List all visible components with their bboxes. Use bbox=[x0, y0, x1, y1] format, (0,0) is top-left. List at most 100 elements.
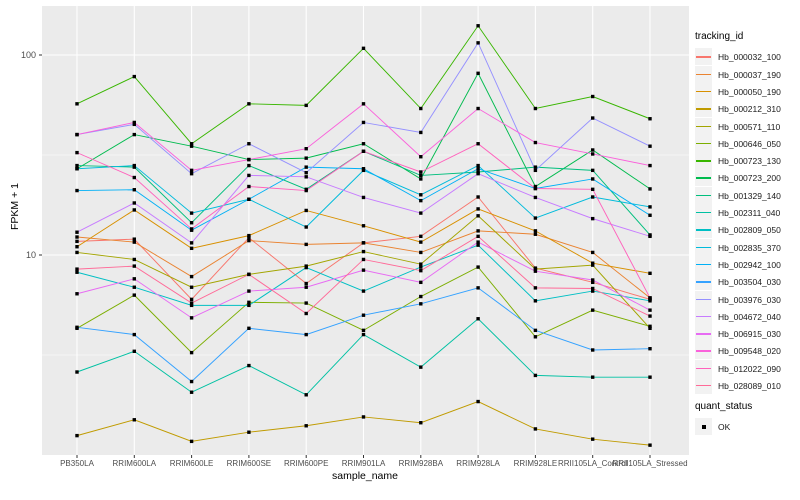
data-point-marker bbox=[419, 234, 423, 239]
data-point-marker bbox=[247, 303, 251, 308]
data-point-marker bbox=[75, 239, 79, 244]
y-tick-label: 10 bbox=[26, 250, 36, 260]
data-point-marker bbox=[247, 272, 251, 277]
data-point-marker bbox=[591, 278, 595, 282]
data-point-marker bbox=[476, 240, 480, 244]
legend-title-tracking-id: tracking_id bbox=[695, 31, 744, 42]
data-point-marker bbox=[533, 168, 538, 173]
data-point-marker bbox=[591, 187, 595, 192]
data-point-marker bbox=[75, 102, 79, 106]
data-point-marker bbox=[533, 140, 538, 145]
data-point-marker bbox=[591, 195, 595, 199]
data-point-marker bbox=[189, 316, 194, 320]
data-point-marker bbox=[189, 168, 194, 173]
x-tick-label: RRIM928LE bbox=[513, 459, 558, 468]
data-point-marker bbox=[419, 211, 423, 215]
data-point-marker bbox=[304, 285, 308, 289]
data-point-marker bbox=[591, 148, 595, 152]
legend-item-label: Hb_000032_100 bbox=[718, 52, 781, 63]
data-point-marker bbox=[189, 285, 194, 289]
data-point-marker bbox=[476, 229, 480, 233]
data-point-marker bbox=[132, 285, 136, 289]
legend-key-line-icon bbox=[695, 342, 712, 360]
data-point-marker bbox=[247, 300, 251, 305]
data-point-marker bbox=[247, 326, 251, 331]
legend-item-label: Hb_000050_190 bbox=[718, 86, 781, 97]
x-tick-label: RRIM600PE bbox=[283, 459, 329, 468]
legend-key-line-icon bbox=[695, 325, 712, 343]
data-point-marker bbox=[648, 205, 652, 209]
data-point-marker bbox=[419, 265, 423, 269]
legend-item-label: Hb_002809_050 bbox=[718, 225, 781, 236]
data-point-marker bbox=[304, 188, 308, 193]
data-point-marker bbox=[533, 195, 538, 200]
data-point-marker bbox=[419, 421, 423, 425]
data-point-marker bbox=[648, 324, 652, 329]
data-point-marker bbox=[648, 299, 652, 303]
data-point-marker bbox=[648, 271, 652, 276]
data-point-marker bbox=[75, 250, 79, 255]
data-point-marker bbox=[189, 297, 194, 302]
legend-key-line-icon bbox=[695, 204, 712, 222]
legend-key-line-icon bbox=[695, 117, 712, 135]
data-point-marker bbox=[247, 197, 251, 201]
x-tick-label: RRII105LA_Control bbox=[558, 459, 628, 468]
quant-ok-label: OK bbox=[718, 422, 731, 432]
data-point-marker bbox=[648, 144, 652, 148]
data-point-marker bbox=[591, 375, 595, 379]
legend-key-line-icon bbox=[695, 169, 712, 187]
data-point-marker bbox=[75, 163, 79, 168]
data-point-marker bbox=[189, 246, 194, 251]
data-point-marker bbox=[648, 117, 652, 121]
legend-key-line-icon bbox=[695, 100, 712, 118]
data-point-marker bbox=[533, 328, 538, 333]
data-point-marker bbox=[648, 443, 652, 447]
data-point-marker bbox=[648, 314, 652, 318]
data-point-marker bbox=[419, 262, 423, 266]
data-point-marker bbox=[361, 102, 366, 106]
data-point-marker bbox=[304, 225, 308, 229]
data-point-marker bbox=[648, 296, 652, 300]
data-point-marker bbox=[361, 328, 366, 333]
data-point-marker bbox=[361, 415, 366, 419]
x-tick-label: RRIM928LA bbox=[456, 459, 500, 468]
data-point-marker bbox=[247, 363, 251, 368]
legend-key-line-icon bbox=[695, 238, 712, 256]
data-point-marker bbox=[304, 165, 308, 169]
data-point-marker bbox=[533, 286, 538, 290]
data-point-marker bbox=[476, 142, 480, 146]
data-point-marker bbox=[648, 187, 652, 191]
legend-key-line-icon bbox=[695, 359, 712, 377]
data-point-marker bbox=[361, 313, 366, 317]
data-point-marker bbox=[419, 250, 423, 255]
data-point-marker bbox=[476, 265, 480, 269]
x-tick-label: RRIM600LE bbox=[169, 459, 214, 468]
legend-item-label: Hb_002835_370 bbox=[718, 242, 781, 253]
data-point-marker bbox=[361, 332, 366, 337]
x-axis-title: sample_name bbox=[332, 470, 398, 482]
data-point-marker bbox=[533, 373, 538, 378]
x-tick-label: RRIM928BA bbox=[398, 459, 444, 468]
data-point-marker bbox=[75, 270, 79, 274]
data-point-marker bbox=[533, 335, 538, 339]
data-point-marker bbox=[361, 149, 366, 153]
data-point-marker bbox=[132, 277, 136, 281]
data-point-marker bbox=[476, 195, 480, 199]
legend-key-line-icon bbox=[695, 307, 712, 325]
data-point-marker bbox=[247, 142, 251, 146]
data-point-marker bbox=[75, 188, 79, 193]
data-point-marker bbox=[304, 242, 308, 247]
data-point-marker bbox=[419, 240, 423, 244]
x-tick-label: RRII105LA_Stressed bbox=[612, 459, 688, 468]
data-point-marker bbox=[361, 120, 366, 125]
data-point-marker bbox=[247, 102, 251, 106]
data-point-marker bbox=[419, 170, 423, 174]
data-point-marker bbox=[361, 268, 366, 272]
data-point-marker bbox=[132, 418, 136, 422]
data-point-marker bbox=[247, 289, 251, 293]
data-point-marker bbox=[361, 167, 366, 171]
legend-key-line-icon bbox=[695, 82, 712, 100]
data-point-marker bbox=[533, 269, 538, 273]
data-point-marker bbox=[648, 308, 652, 312]
data-point-marker bbox=[361, 241, 366, 245]
